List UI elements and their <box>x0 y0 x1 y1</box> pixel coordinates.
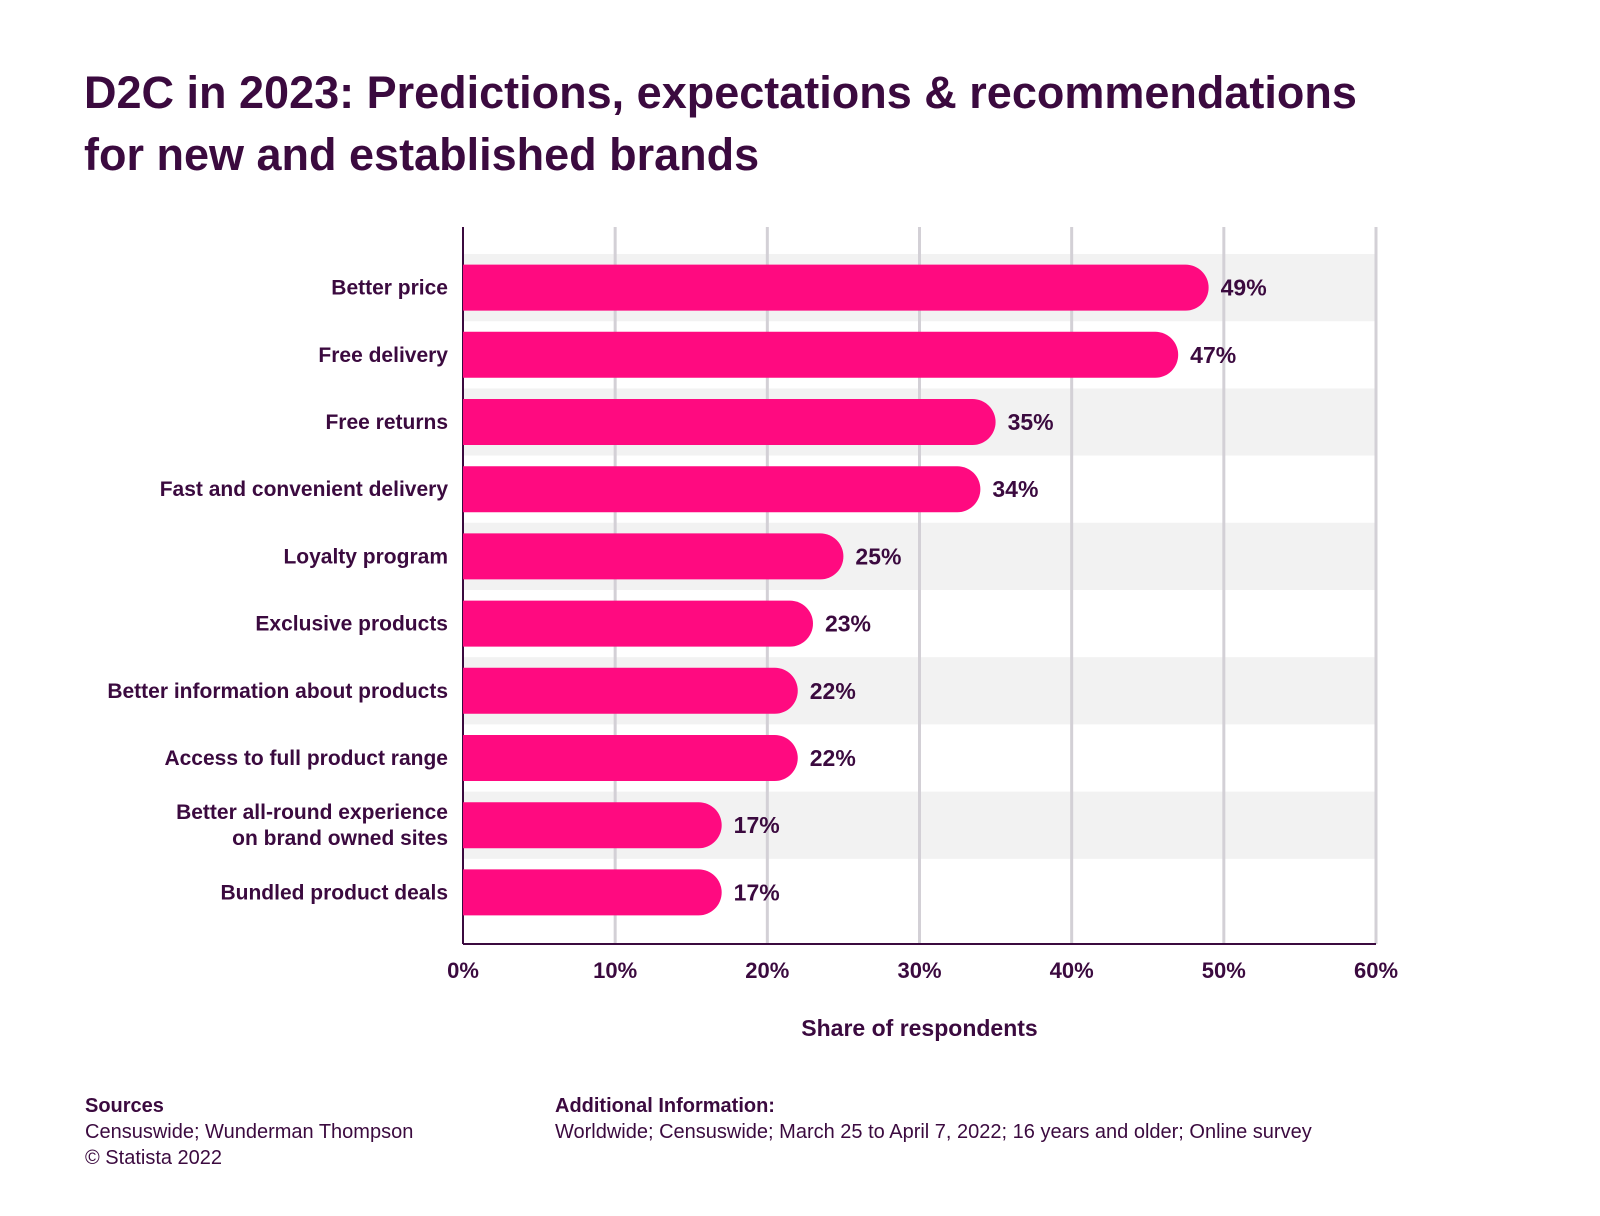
sources-line-1: Censuswide; Wunderman Thompson <box>85 1121 414 1143</box>
bar <box>463 600 813 647</box>
sources-line-2: © Statista 2022 <box>85 1147 223 1169</box>
category-label: Free returns <box>325 411 448 434</box>
category-label: Access to full product range <box>164 747 448 770</box>
value-label: 34% <box>992 476 1038 502</box>
bar <box>463 802 722 849</box>
sources-heading: Sources <box>85 1095 164 1117</box>
category-label: Bundled product deals <box>220 881 448 904</box>
bar <box>463 264 1209 311</box>
category-label: Exclusive products <box>255 613 448 636</box>
value-label: 47% <box>1190 342 1236 368</box>
value-label: 22% <box>810 745 856 771</box>
additional-info-text: Worldwide; Censuswide; March 25 to April… <box>555 1121 1312 1143</box>
category-label: Better price <box>331 277 448 300</box>
x-tick-label: 40% <box>1050 958 1094 983</box>
additional-info-heading: Additional Information: <box>555 1095 775 1117</box>
bar <box>463 533 844 580</box>
title-line-2: for new and established brands <box>84 129 760 180</box>
category-label: Loyalty program <box>283 545 448 568</box>
value-label: 22% <box>810 678 856 704</box>
x-tick-label: 20% <box>745 958 789 983</box>
category-label: Fast and convenient delivery <box>160 478 449 501</box>
value-label: 17% <box>734 812 780 838</box>
bar <box>463 466 981 513</box>
page-title: D2C in 2023: Predictions, expectations &… <box>84 62 1504 186</box>
bar <box>463 331 1179 378</box>
additional-info-block: Additional Information: Worldwide; Censu… <box>555 1093 1312 1145</box>
bar <box>463 735 798 781</box>
bar <box>463 869 722 916</box>
bar-chart: Better price 49% Free delivery 47% Free retu… <box>107 227 1398 1041</box>
value-label: 35% <box>1008 409 1054 435</box>
category-label: Better information about products <box>107 680 448 703</box>
title-line-1: D2C in 2023: Predictions, expectations &… <box>84 67 1357 118</box>
bar <box>463 399 996 445</box>
value-label: 23% <box>825 611 871 637</box>
x-axis-label: Share of respondents <box>801 1015 1037 1041</box>
x-tick-label: 50% <box>1202 958 1246 983</box>
value-label: 25% <box>855 543 901 569</box>
x-tick-label: 10% <box>593 958 637 983</box>
x-tick-label: 60% <box>1354 958 1398 983</box>
category-label: Better all-round experience on brand owne… <box>176 801 448 850</box>
category-label: Free delivery <box>318 344 448 367</box>
x-tick-label: 0% <box>447 958 479 983</box>
value-label: 49% <box>1221 275 1267 301</box>
sources-block: Sources Censuswide; Wunderman Thompson ©… <box>85 1093 413 1171</box>
value-label: 17% <box>734 879 780 905</box>
x-tick-label: 30% <box>897 958 941 983</box>
bar <box>463 667 798 714</box>
